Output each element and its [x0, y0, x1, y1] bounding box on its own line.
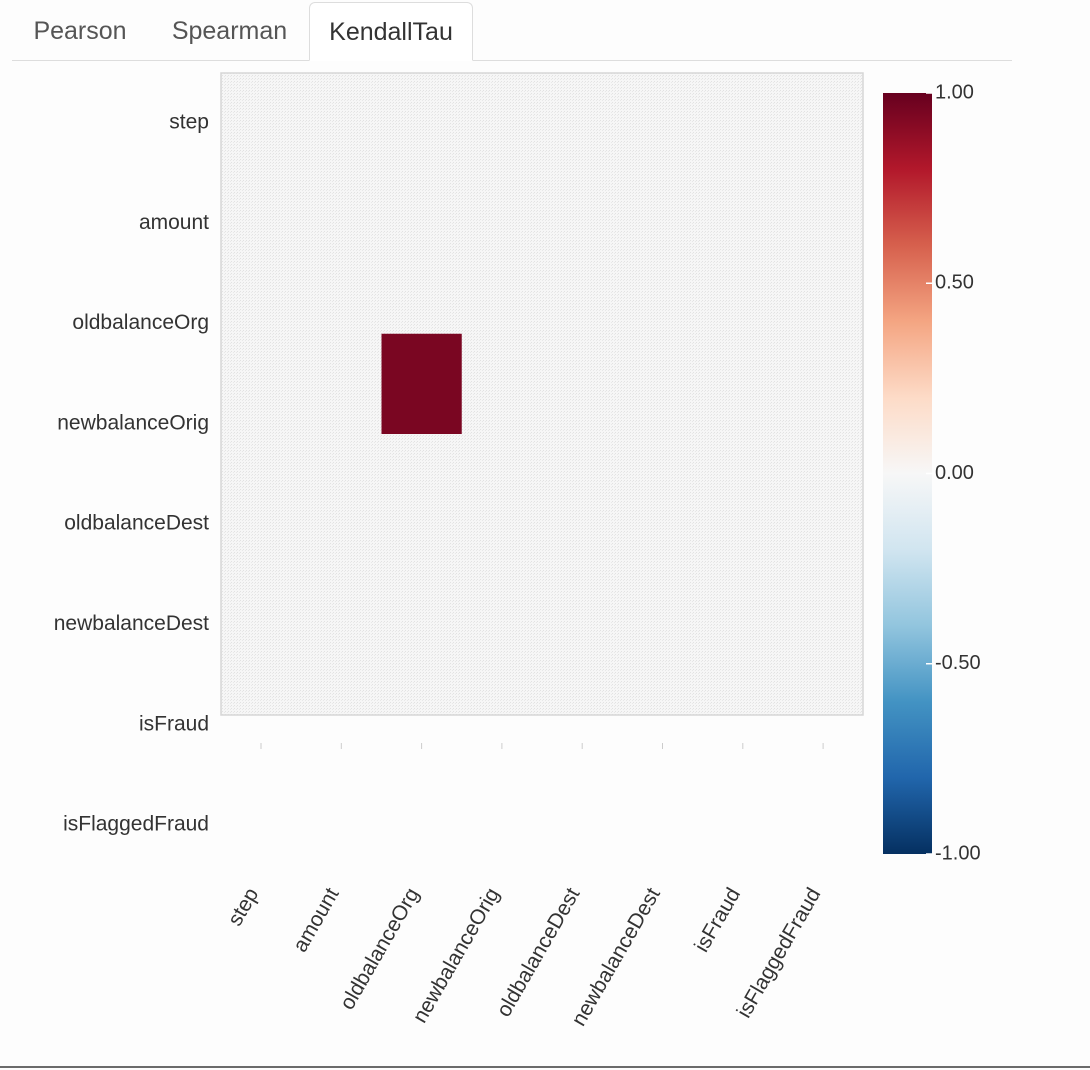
row-label: newbalanceDest	[54, 612, 209, 635]
heatmap-plot-area: stepamountoldbalanceOrgnewbalanceOrigold…	[54, 72, 864, 1030]
column-label: newbalanceOrig	[408, 884, 504, 1027]
column-label: isFlaggedFraud	[733, 884, 826, 1022]
correlation-tabs: Pearson Spearman KendallTau	[12, 0, 1012, 61]
tab-kendalltau[interactable]: KendallTau	[309, 2, 473, 61]
column-label: newbalanceDest	[567, 884, 665, 1030]
colorbar: 1.00 0.50 0.00 -0.50 -1.00	[883, 81, 981, 864]
column-label: oldbalanceOrg	[336, 884, 424, 1014]
heatmap-background	[220, 72, 864, 716]
row-label: isFlaggedFraud	[63, 813, 209, 836]
colorbar-tick-label: -0.50	[935, 652, 981, 674]
colorbar-tick-label: 0.00	[935, 462, 974, 484]
tab-pearson[interactable]: Pearson	[33, 17, 127, 45]
row-label: oldbalanceDest	[64, 512, 209, 535]
column-label: step	[224, 884, 264, 930]
bottom-divider	[0, 1066, 1090, 1068]
column-label: oldbalanceDest	[492, 884, 584, 1021]
row-label: oldbalanceOrg	[72, 311, 209, 334]
row-label: step	[169, 111, 209, 134]
column-label: amount	[289, 884, 344, 956]
colorbar-tick-label: -1.00	[935, 842, 981, 864]
colorbar-tick-label: 0.50	[935, 272, 974, 294]
row-label: isFraud	[139, 712, 209, 735]
column-label: isFraud	[690, 884, 745, 956]
tab-spearman[interactable]: Spearman	[171, 17, 288, 45]
colorbar-tick-label: 1.00	[935, 81, 974, 103]
heatmap-cell	[381, 333, 462, 434]
colorbar-gradient-bar	[883, 93, 932, 854]
row-label: amount	[139, 211, 209, 234]
row-label: newbalanceOrig	[57, 411, 209, 434]
